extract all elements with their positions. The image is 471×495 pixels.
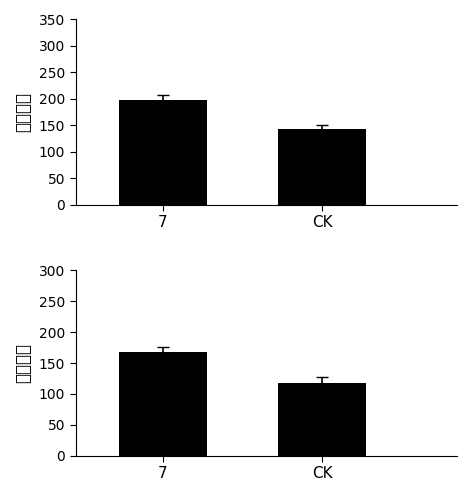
- Y-axis label: 可变荧光: 可变荧光: [14, 343, 32, 383]
- Bar: [278, 129, 365, 205]
- Bar: [278, 384, 365, 456]
- Bar: [119, 352, 207, 456]
- Bar: [119, 100, 207, 205]
- Y-axis label: 最大荧光: 最大荧光: [14, 92, 32, 132]
